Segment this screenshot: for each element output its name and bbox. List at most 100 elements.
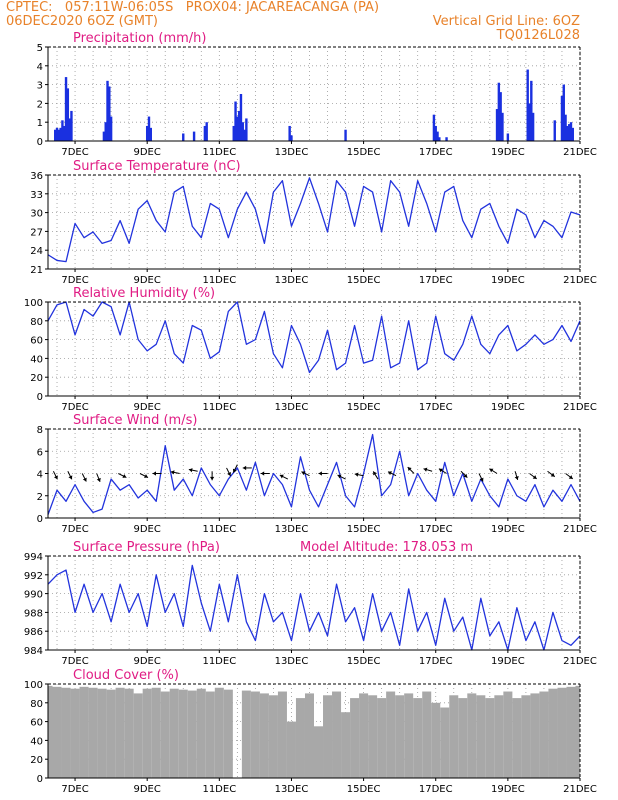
y-tick-label: 986 bbox=[24, 627, 43, 638]
x-tick-label: 19DEC bbox=[491, 524, 525, 535]
x-tick-label: 21DEC bbox=[563, 275, 597, 286]
panel-5: 0 20 40 60 80 100 7DEC 9DEC 11DEC 13DEC 15DEC 17DEC… bbox=[24, 668, 597, 795]
panel-title: Cloud Cover (%) bbox=[73, 668, 179, 683]
wind-arrowhead bbox=[479, 477, 484, 482]
x-tick-label: 13DEC bbox=[275, 275, 309, 286]
y-tick-label: 8 bbox=[37, 425, 43, 436]
x-tick-label: 9DEC bbox=[133, 275, 160, 286]
cloud-bar bbox=[169, 688, 179, 778]
y-tick-label: 100 bbox=[24, 298, 43, 309]
y-tick-label: 33 bbox=[30, 190, 43, 201]
y-tick-label: 80 bbox=[30, 699, 43, 710]
y-tick-label: 24 bbox=[30, 246, 43, 257]
precip-bar bbox=[290, 135, 293, 141]
cloud-bar bbox=[467, 693, 477, 778]
precip-bar bbox=[147, 116, 151, 141]
cloud-bar bbox=[295, 698, 305, 778]
precip-bar bbox=[55, 127, 59, 141]
cloud-bar bbox=[286, 721, 296, 778]
cloud-bar bbox=[48, 685, 53, 778]
precip-bar bbox=[344, 129, 347, 141]
panel-title: Surface Pressure (hPa) bbox=[73, 540, 220, 555]
precip-bar bbox=[102, 131, 106, 141]
cloud-bar bbox=[530, 693, 540, 778]
precip-bar bbox=[526, 69, 529, 141]
series-line bbox=[47, 177, 581, 263]
wind-arrowhead bbox=[144, 474, 149, 478]
precip-bar bbox=[104, 122, 107, 141]
precip-bar bbox=[438, 137, 441, 141]
series-line bbox=[47, 301, 581, 374]
cloud-bar bbox=[512, 698, 522, 778]
cloud-bar bbox=[395, 695, 405, 778]
wind-arrowhead bbox=[82, 477, 87, 482]
precip-bar bbox=[497, 82, 501, 141]
precip-bar bbox=[288, 125, 291, 141]
cloud-bar bbox=[440, 707, 450, 778]
precip-bar bbox=[501, 112, 504, 141]
cloud-bar bbox=[61, 687, 71, 778]
precip-bar bbox=[61, 120, 64, 141]
cloud-bar bbox=[133, 693, 143, 778]
cloud-bar bbox=[485, 698, 495, 778]
precip-bar bbox=[506, 133, 510, 141]
precip-bar bbox=[70, 110, 73, 141]
x-tick-label: 21DEC bbox=[563, 147, 597, 158]
precip-bar bbox=[57, 129, 61, 141]
wind-arrowhead bbox=[489, 468, 494, 473]
y-tick-label: 2 bbox=[37, 99, 43, 110]
y-tick-label: 0 bbox=[37, 514, 43, 525]
x-tick-label: 21DEC bbox=[563, 524, 597, 535]
wind-arrowhead bbox=[337, 474, 342, 479]
cloud-bar bbox=[115, 687, 125, 778]
x-tick-label: 9DEC bbox=[133, 784, 160, 795]
wind-arrowhead bbox=[209, 476, 215, 481]
header-right-line3: TQ0126L028 bbox=[496, 28, 580, 43]
precip-bar bbox=[236, 116, 239, 141]
cloud-bar bbox=[386, 691, 396, 778]
x-tick-label: 13DEC bbox=[275, 402, 309, 413]
cloud-bar bbox=[494, 695, 504, 778]
cloud-bar bbox=[341, 712, 351, 778]
x-tick-label: 13DEC bbox=[275, 784, 309, 795]
cloud-bar bbox=[404, 693, 414, 778]
x-tick-label: 7DEC bbox=[61, 656, 88, 667]
y-tick-label: 1 bbox=[37, 118, 43, 129]
y-tick-label: 20 bbox=[30, 373, 43, 384]
y-tick-label: 27 bbox=[30, 227, 43, 238]
wind-arrowhead bbox=[279, 474, 284, 479]
cloud-bar bbox=[458, 698, 468, 778]
cloud-bar bbox=[304, 693, 314, 778]
x-tick-label: 15DEC bbox=[347, 402, 381, 413]
x-tick-label: 21DEC bbox=[563, 656, 597, 667]
wind-arrowhead bbox=[373, 471, 377, 476]
panel-0: 0 1 2 3 4 5 7DEC 9DEC 11DEC 13DEC 15DEC 17DEC 19DEC 2… bbox=[37, 31, 597, 158]
cloud-bar bbox=[178, 689, 188, 778]
wind-arrowhead bbox=[532, 475, 537, 479]
series-line bbox=[47, 433, 581, 515]
cloud-bar bbox=[476, 695, 486, 778]
wind-arrowhead bbox=[354, 472, 359, 477]
y-tick-label: 0 bbox=[37, 137, 43, 148]
precip-bar bbox=[241, 122, 244, 141]
panel-title: Precipitation (mm/h) bbox=[73, 31, 206, 46]
x-tick-label: 11DEC bbox=[202, 275, 236, 286]
precip-bar bbox=[245, 118, 248, 141]
precip-bar bbox=[145, 125, 149, 141]
y-tick-label: 990 bbox=[24, 590, 43, 601]
panel-title: Relative Humidity (%) bbox=[73, 286, 215, 301]
x-tick-label: 17DEC bbox=[419, 784, 453, 795]
x-tick-label: 17DEC bbox=[419, 524, 453, 535]
cloud-bar bbox=[241, 690, 251, 778]
x-tick-label: 19DEC bbox=[491, 656, 525, 667]
precip-bar bbox=[192, 131, 196, 141]
header-left-line2: 06DEC2020 6OZ (GMT) bbox=[6, 14, 158, 29]
wind-arrowhead bbox=[301, 471, 306, 476]
wind-arrowhead bbox=[568, 475, 573, 479]
panel-annotation: Model Altitude: 178.053 m bbox=[300, 540, 473, 555]
y-tick-label: 60 bbox=[30, 718, 43, 729]
y-tick-label: 2 bbox=[37, 492, 43, 503]
precip-bar bbox=[569, 122, 573, 141]
wind-arrowhead bbox=[122, 474, 127, 478]
